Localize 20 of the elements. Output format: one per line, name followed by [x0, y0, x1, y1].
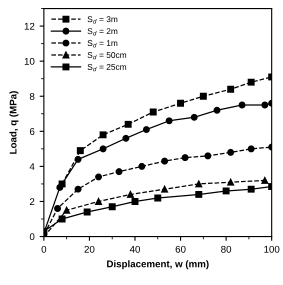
x-tick-label: 80	[221, 246, 232, 253]
x-tick-label: 100	[264, 246, 280, 253]
x-tick-label: 20	[84, 246, 94, 253]
y-tick-label: 0	[30, 233, 34, 240]
legend-label: S$_{d}$ = 1m	[88, 40, 118, 48]
y-tick-label: 4	[30, 163, 35, 170]
y-axis-title: Load, q (MPa)	[9, 91, 18, 154]
y-tick-label: 10	[24, 58, 34, 65]
legend-label: S$_{d}$ = 3m	[88, 16, 118, 24]
y-tick-label: 6	[30, 128, 34, 135]
x-axis-title: Displacement, w (mm)	[107, 260, 209, 270]
legend-label: S$_{d}$ = 50cm	[88, 52, 126, 60]
x-tick-label: 60	[176, 246, 186, 253]
y-tick-label: 12	[24, 22, 34, 30]
legend-label: S$_{d}$ = 25cm	[88, 64, 126, 72]
y-tick-label: 8	[30, 92, 34, 100]
x-tick-label: 40	[130, 246, 140, 253]
y-tick-label: 2	[30, 198, 34, 205]
x-tick-label: 0	[42, 246, 46, 253]
legend-label: S$_{d}$ = 2m	[88, 28, 118, 36]
